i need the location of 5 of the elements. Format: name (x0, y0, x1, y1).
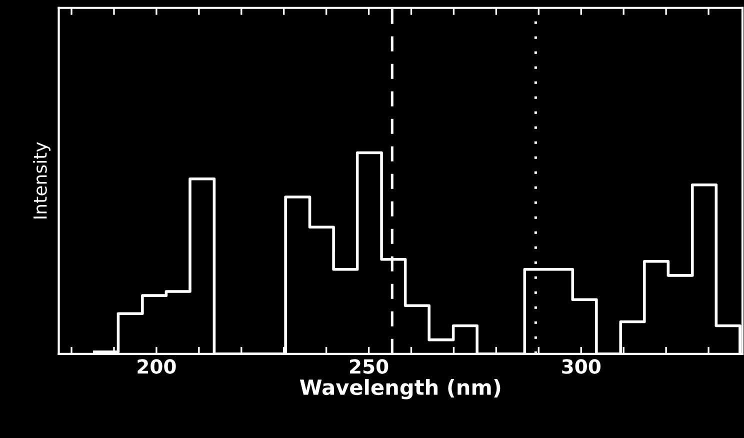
x-tick-label: 250 (350, 359, 388, 374)
y-axis-title: Intensity (32, 142, 50, 218)
x-tick-label: 200 (138, 359, 176, 374)
x-tick-label: 300 (562, 359, 600, 374)
x-axis-title: Wavelength (nm) (300, 378, 500, 400)
